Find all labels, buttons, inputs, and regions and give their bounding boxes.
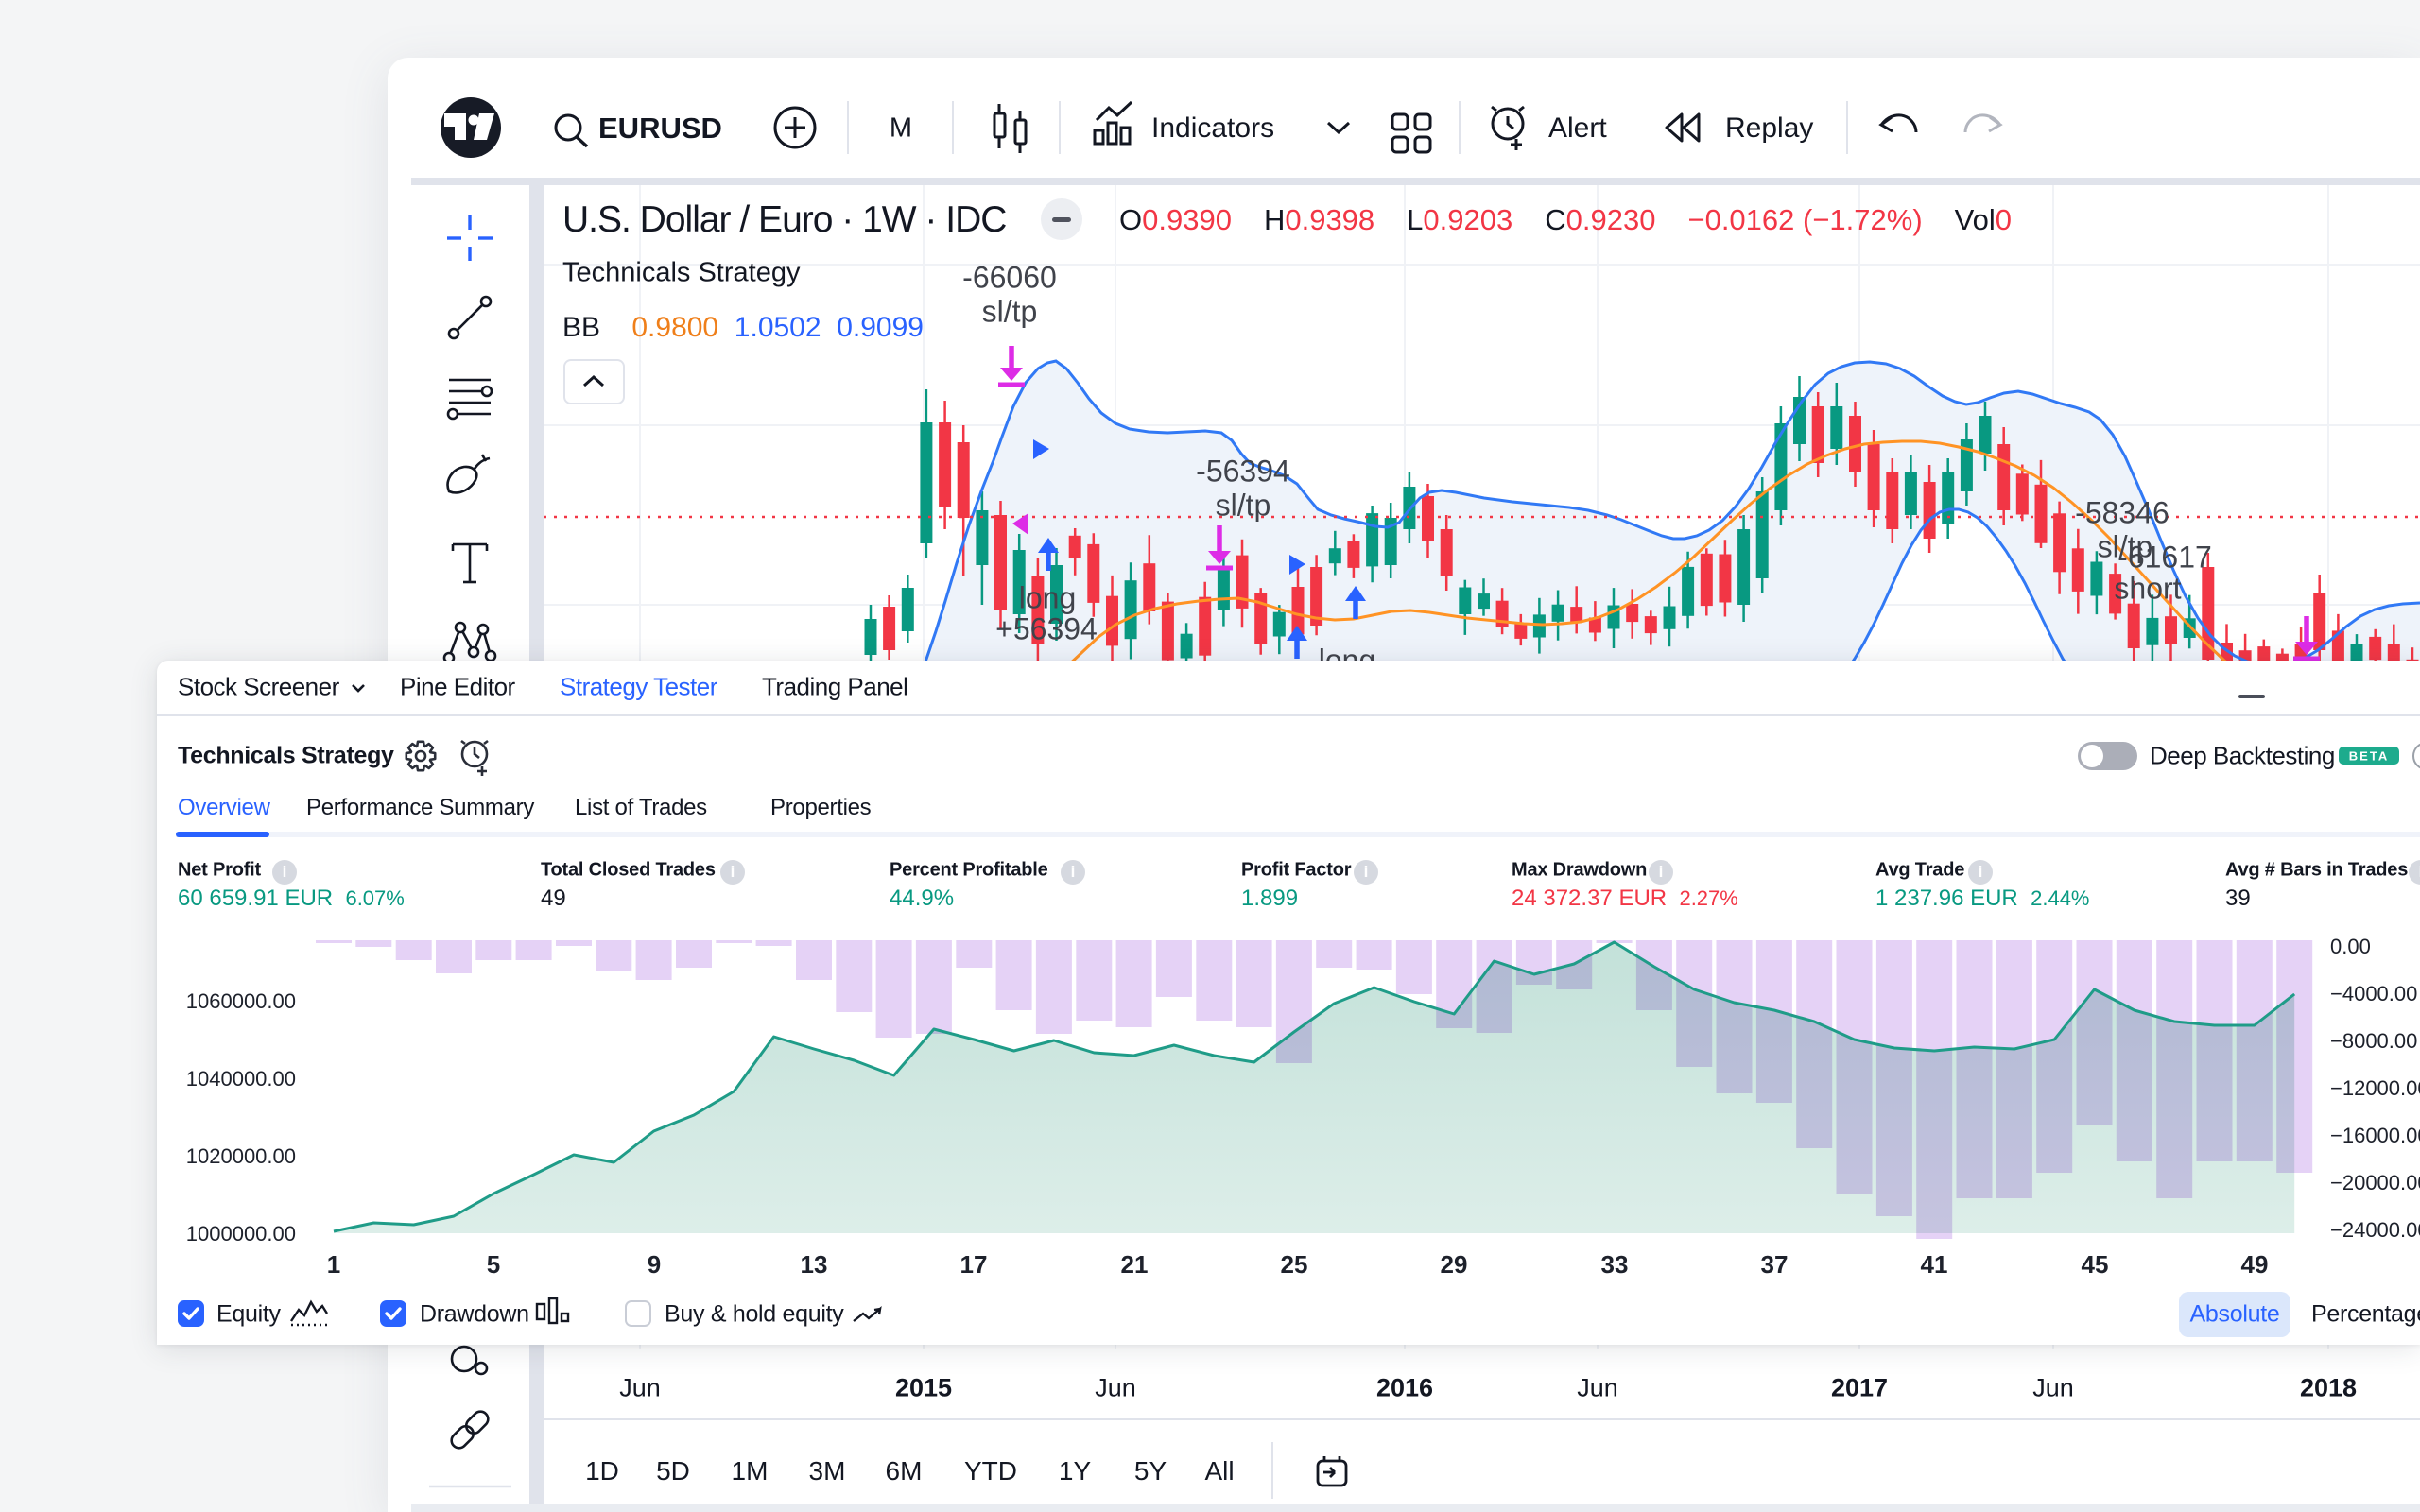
svg-text:-61617: -61617 <box>2118 540 2212 574</box>
svg-text:45: 45 <box>2082 1250 2109 1279</box>
svg-text:−12000.00: −12000.00 <box>2330 1076 2420 1100</box>
svg-text:5: 5 <box>487 1250 500 1279</box>
svg-text:49: 49 <box>2241 1250 2269 1279</box>
svg-text:sl/tp: sl/tp <box>1216 488 1271 522</box>
svg-text:1020000.00: 1020000.00 <box>186 1144 296 1168</box>
svg-text:21: 21 <box>1121 1250 1149 1279</box>
svg-text:37: 37 <box>1761 1250 1789 1279</box>
svg-text:short: short <box>2114 571 2181 605</box>
svg-text:−4000.00: −4000.00 <box>2330 982 2417 1005</box>
svg-text:41: 41 <box>1921 1250 1948 1279</box>
svg-text:9: 9 <box>648 1250 661 1279</box>
svg-text:−8000.00: −8000.00 <box>2330 1029 2417 1053</box>
svg-text:−16000.00: −16000.00 <box>2330 1124 2420 1147</box>
svg-text:1: 1 <box>327 1250 340 1279</box>
svg-text:-66060: -66060 <box>962 260 1057 294</box>
svg-text:1060000.00: 1060000.00 <box>186 989 296 1013</box>
svg-text:sl/tp: sl/tp <box>2098 529 2153 563</box>
svg-text:33: 33 <box>1601 1250 1629 1279</box>
svg-text:17: 17 <box>960 1250 988 1279</box>
svg-text:13: 13 <box>801 1250 828 1279</box>
svg-text:25: 25 <box>1281 1250 1308 1279</box>
svg-text:1040000.00: 1040000.00 <box>186 1067 296 1091</box>
svg-text:sl/tp: sl/tp <box>982 294 1038 328</box>
svg-text:−24000.00: −24000.00 <box>2330 1218 2420 1242</box>
svg-text:-58346: -58346 <box>2075 495 2169 529</box>
svg-text:long: long <box>1019 580 1077 614</box>
svg-text:-56394: -56394 <box>1196 454 1290 488</box>
svg-text:1000000.00: 1000000.00 <box>186 1222 296 1246</box>
svg-text:0.00: 0.00 <box>2330 935 2371 958</box>
svg-text:29: 29 <box>1441 1250 1468 1279</box>
svg-text:+56394: +56394 <box>995 611 1098 645</box>
svg-text:−20000.00: −20000.00 <box>2330 1171 2420 1194</box>
